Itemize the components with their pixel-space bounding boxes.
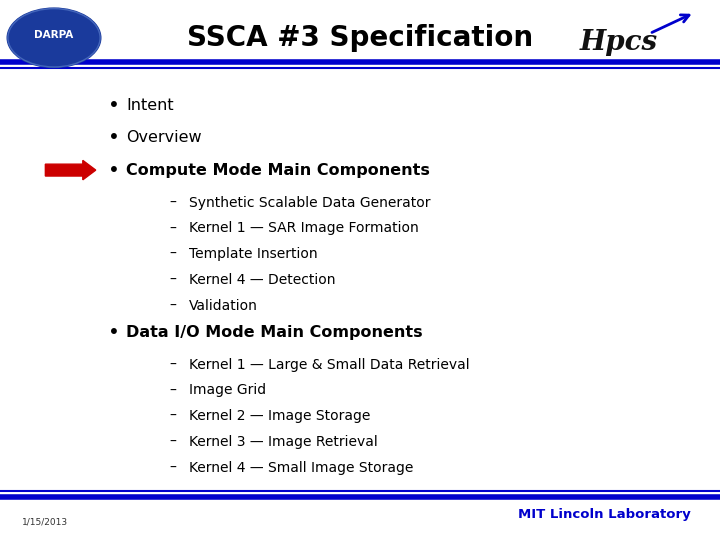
Text: MIT Lincoln Laboratory: MIT Lincoln Laboratory xyxy=(518,508,691,521)
Text: Data I/O Mode Main Components: Data I/O Mode Main Components xyxy=(126,325,423,340)
Text: Kernel 1 — SAR Image Formation: Kernel 1 — SAR Image Formation xyxy=(189,221,418,235)
Text: Kernel 2 — Image Storage: Kernel 2 — Image Storage xyxy=(189,409,370,423)
Text: •: • xyxy=(108,128,120,147)
Text: Kernel 1 — Large & Small Data Retrieval: Kernel 1 — Large & Small Data Retrieval xyxy=(189,357,469,372)
Ellipse shape xyxy=(7,8,101,68)
FancyArrow shape xyxy=(45,160,96,180)
Text: 1/15/2013: 1/15/2013 xyxy=(22,518,68,526)
Text: –: – xyxy=(169,461,176,475)
Text: –: – xyxy=(169,409,176,423)
Text: –: – xyxy=(169,273,176,287)
Text: Image Grid: Image Grid xyxy=(189,383,266,397)
Text: •: • xyxy=(108,96,120,115)
Text: Hpcs: Hpcs xyxy=(580,29,657,56)
Text: •: • xyxy=(108,322,120,342)
Text: –: – xyxy=(169,383,176,397)
Text: –: – xyxy=(169,435,176,449)
Text: –: – xyxy=(169,357,176,372)
Text: –: – xyxy=(169,221,176,235)
Text: Kernel 3 — Image Retrieval: Kernel 3 — Image Retrieval xyxy=(189,435,377,449)
Text: Validation: Validation xyxy=(189,299,258,313)
Text: Synthetic Scalable Data Generator: Synthetic Scalable Data Generator xyxy=(189,195,430,210)
Text: Compute Mode Main Components: Compute Mode Main Components xyxy=(126,163,430,178)
Text: Kernel 4 — Detection: Kernel 4 — Detection xyxy=(189,273,335,287)
Text: –: – xyxy=(169,247,176,261)
Text: DARPA: DARPA xyxy=(35,30,73,40)
Text: Kernel 4 — Small Image Storage: Kernel 4 — Small Image Storage xyxy=(189,461,413,475)
Text: Intent: Intent xyxy=(126,98,174,113)
Text: –: – xyxy=(169,299,176,313)
Text: SSCA #3 Specification: SSCA #3 Specification xyxy=(187,24,533,52)
Text: Template Insertion: Template Insertion xyxy=(189,247,318,261)
Text: Overview: Overview xyxy=(126,130,202,145)
Text: –: – xyxy=(169,195,176,210)
Text: •: • xyxy=(108,160,120,180)
